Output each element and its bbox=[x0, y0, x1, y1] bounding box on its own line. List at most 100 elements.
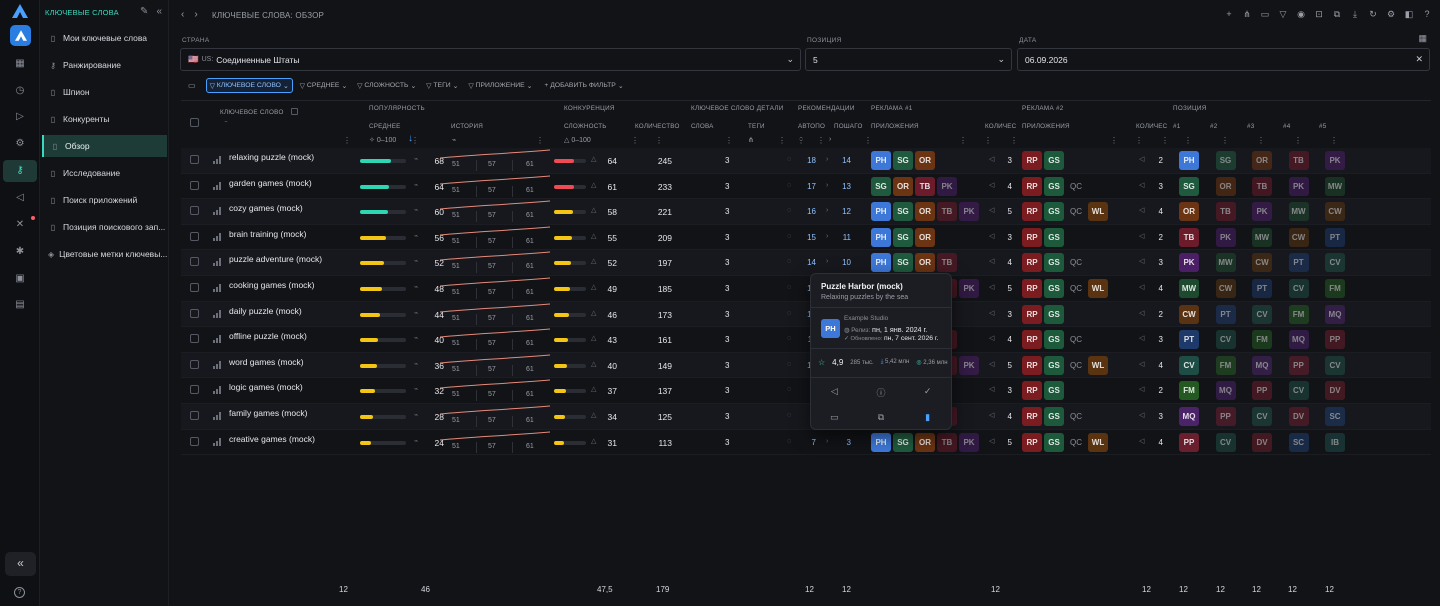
table-row[interactable]: puzzle adventure (mock) ⌁ 52 51 57 61 △ 52 197 3 ◌… bbox=[181, 250, 1431, 276]
ad-app-tile[interactable]: OR bbox=[893, 176, 913, 196]
position-app-tile[interactable]: PP bbox=[1252, 381, 1272, 401]
position-app-tile[interactable]: MQ bbox=[1325, 304, 1345, 324]
ad-app-tile[interactable]: PH bbox=[871, 202, 891, 222]
position-app-tile[interactable]: DV bbox=[1252, 432, 1272, 452]
table-row[interactable]: offline puzzle (mock)⌁40515761△431613◌11… bbox=[181, 327, 1431, 353]
refresh-icon[interactable]: ↻ bbox=[1369, 9, 1377, 19]
fit-icon[interactable]: ⊡ bbox=[1315, 9, 1323, 19]
column-menu-icon[interactable]: ⋮ bbox=[1161, 136, 1169, 145]
position-app-tile[interactable]: MW bbox=[1215, 253, 1236, 273]
keyword-text[interactable]: family games (mock) bbox=[229, 408, 308, 418]
position-app-tile[interactable]: SC bbox=[1288, 432, 1309, 452]
position-app-tile[interactable]: PT bbox=[1325, 227, 1345, 247]
ad2-app-tile[interactable]: WL bbox=[1088, 279, 1108, 298]
position-app-tile[interactable]: PK bbox=[1288, 176, 1309, 196]
copy-icon[interactable]: ⧉ bbox=[1333, 9, 1341, 19]
position-app-tile[interactable]: CV bbox=[1215, 330, 1236, 350]
keyword-text[interactable]: cozy games (mock) bbox=[229, 203, 303, 214]
position-app-tile[interactable]: PT bbox=[1179, 330, 1199, 350]
app-switch-button[interactable] bbox=[10, 25, 31, 46]
position-app-tile[interactable]: CV bbox=[1288, 381, 1309, 401]
ad-app-tile[interactable]: PK bbox=[937, 176, 957, 196]
col-autocomplete[interactable]: АВТОПО bbox=[798, 123, 826, 130]
position-app-tile[interactable]: PK bbox=[1252, 202, 1272, 222]
column-menu-icon[interactable]: ⋮ bbox=[1135, 136, 1143, 145]
position-app-tile[interactable]: PP bbox=[1179, 432, 1199, 452]
position-app-tile[interactable]: PK bbox=[1179, 253, 1199, 273]
row-checkbox[interactable] bbox=[190, 308, 199, 318]
stepwise-value[interactable]: 11 bbox=[842, 232, 851, 242]
table-row[interactable]: relaxing puzzle (mock) ⌁ 68 51 57 61 △ 64 245 3 ◌ 1… bbox=[181, 148, 1431, 174]
position-app-tile[interactable]: CW bbox=[1288, 227, 1309, 247]
settings-icon[interactable]: ⚙ bbox=[1386, 9, 1396, 19]
keyword-text[interactable]: logic games (mock) bbox=[229, 382, 303, 393]
autocomplete-value[interactable]: 17 bbox=[807, 181, 816, 191]
ad-app-tile[interactable]: PK bbox=[959, 432, 979, 452]
position-app-tile[interactable]: FM bbox=[1215, 355, 1236, 375]
ad2-app-tile[interactable]: WL bbox=[1088, 432, 1108, 452]
ad2-app-tile[interactable]: RP bbox=[1022, 227, 1042, 247]
column-menu-icon[interactable]: ⋮ bbox=[959, 136, 967, 145]
sort-icon[interactable]: ‾ bbox=[225, 121, 228, 128]
stepwise-value[interactable]: 13 bbox=[842, 181, 851, 191]
filter-chip-3[interactable]: ▽ ТЕГИ ⌄ bbox=[423, 78, 461, 93]
clear-icon[interactable]: ✕ bbox=[1415, 54, 1423, 64]
column-menu-icon[interactable]: ⋮ bbox=[1110, 136, 1118, 145]
ad-app-tile[interactable]: SG bbox=[893, 227, 913, 247]
position-app-tile[interactable]: MQ bbox=[1215, 381, 1236, 401]
sidebar-item-2[interactable]: ▯ Шпион bbox=[42, 81, 167, 103]
filter-chip-5[interactable]: + ДОБАВИТЬ ФИЛЬТР ⌄ bbox=[539, 78, 626, 93]
position-app-tile[interactable]: FM bbox=[1325, 279, 1345, 298]
position-app-tile[interactable]: CV bbox=[1252, 407, 1272, 426]
ad2-app-tile[interactable]: RP bbox=[1022, 355, 1042, 375]
keyword-text[interactable]: cooking games (mock) bbox=[229, 280, 315, 290]
column-menu-icon[interactable]: ⋮ bbox=[778, 136, 786, 145]
row-checkbox[interactable] bbox=[190, 231, 199, 241]
keyword-text[interactable]: relaxing puzzle (mock) bbox=[229, 152, 315, 162]
ad2-app-tile[interactable]: RP bbox=[1022, 432, 1042, 452]
ad2-app-tile[interactable]: GS bbox=[1044, 227, 1064, 247]
position-app-tile[interactable]: PT bbox=[1288, 253, 1309, 273]
dashboard-icon[interactable]: ▦ bbox=[15, 58, 25, 69]
position-app-tile[interactable]: CV bbox=[1252, 304, 1272, 324]
average-range[interactable]: ✧ 0–100 bbox=[369, 137, 397, 144]
megaphone-icon[interactable]: ◁ bbox=[830, 386, 838, 396]
row-checkbox[interactable] bbox=[190, 385, 199, 395]
column-menu-icon[interactable]: ⋮ bbox=[1257, 136, 1265, 145]
ad2-app-tile[interactable]: GS bbox=[1044, 279, 1064, 298]
ad2-app-tile[interactable]: QC bbox=[1070, 258, 1082, 268]
row-checkbox[interactable] bbox=[190, 334, 199, 344]
position-app-tile[interactable]: PK bbox=[1215, 227, 1236, 247]
hierarchy-icon[interactable]: ⋔ bbox=[1243, 9, 1251, 19]
col-pos-3[interactable]: #3 bbox=[1247, 123, 1255, 130]
position-app-tile[interactable]: CW bbox=[1215, 279, 1236, 298]
keyword-text[interactable]: word games (mock) bbox=[229, 356, 304, 367]
column-menu-icon[interactable]: ⋮ bbox=[817, 136, 825, 145]
col-difficulty[interactable]: СЛОЖНОСТЬ bbox=[564, 123, 607, 130]
ad-app-tile[interactable]: SG bbox=[893, 253, 913, 273]
col-words[interactable]: СЛОВА bbox=[691, 123, 714, 130]
column-menu-icon[interactable]: ⋮ bbox=[655, 136, 663, 145]
ad2-app-tile[interactable]: QC bbox=[1070, 284, 1082, 293]
sort-desc-icon[interactable]: ↓ bbox=[408, 133, 413, 144]
row-checkbox[interactable] bbox=[190, 411, 199, 420]
stepwise-value[interactable]: 12 bbox=[842, 207, 851, 217]
row-checkbox[interactable] bbox=[190, 257, 199, 267]
date-input[interactable]: 06.09.2026 ✕ bbox=[1017, 48, 1430, 71]
ad-app-tile[interactable]: TB bbox=[915, 176, 935, 196]
table-row[interactable]: family games (mock)⌁28515761△341253◌8›4P… bbox=[181, 404, 1431, 430]
sidebar-item-6[interactable]: ▯ Поиск приложений bbox=[42, 189, 167, 211]
column-menu-icon[interactable]: ⋮ bbox=[343, 136, 351, 145]
ad2-app-tile[interactable]: GS bbox=[1044, 381, 1064, 401]
filter-chip-2[interactable]: ▽ СЛОЖНОСТЬ ⌄ bbox=[354, 78, 419, 93]
ad2-app-tile[interactable]: QC bbox=[1070, 437, 1082, 447]
position-app-tile[interactable]: CV bbox=[1325, 355, 1345, 375]
position-app-tile[interactable]: MQ bbox=[1179, 407, 1199, 426]
sidebar-item-1[interactable]: ⚷ Ранжирование bbox=[42, 54, 167, 76]
ad-app-tile[interactable]: TB bbox=[937, 202, 957, 222]
ad2-app-tile[interactable]: GS bbox=[1044, 202, 1064, 222]
ad-app-tile[interactable]: SG bbox=[893, 202, 913, 222]
position-app-tile[interactable]: TB bbox=[1179, 227, 1199, 247]
ad2-app-tile[interactable]: WL bbox=[1088, 355, 1108, 375]
table-row[interactable]: cozy games (mock) ⌁ 60 51 57 61 △ 58 221 3 ◌ 16 › 12 P… bbox=[181, 199, 1431, 225]
